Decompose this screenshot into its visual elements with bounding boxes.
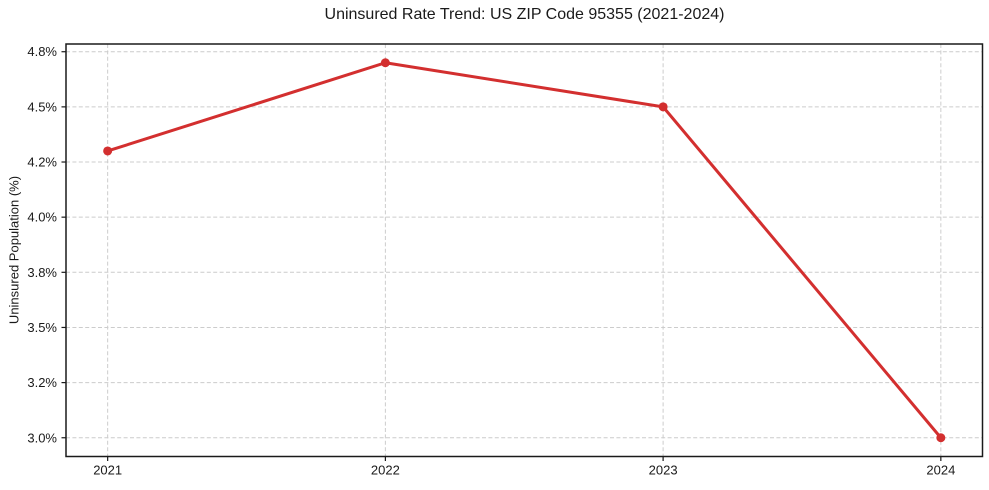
x-tick-label: 2023 bbox=[649, 463, 678, 478]
data-point bbox=[103, 146, 113, 156]
trend-line bbox=[106, 61, 943, 440]
data-point bbox=[380, 58, 390, 68]
plot-border bbox=[65, 43, 984, 458]
data-point bbox=[936, 433, 946, 443]
y-tick-label: 3.8% bbox=[27, 265, 57, 280]
data-point bbox=[658, 102, 668, 112]
y-tick-label: 4.0% bbox=[27, 210, 57, 225]
y-tick-label: 4.2% bbox=[27, 155, 57, 170]
chart-title: Uninsured Rate Trend: US ZIP Code 95355 … bbox=[324, 6, 725, 23]
y-tick-label: 3.0% bbox=[27, 430, 57, 445]
x-tick-label: 2024 bbox=[926, 463, 955, 478]
y-tick-label: 3.2% bbox=[27, 375, 57, 390]
y-tick-label: 3.5% bbox=[27, 320, 57, 335]
y-tick-label: 4.5% bbox=[27, 99, 57, 114]
x-tick-label: 2022 bbox=[371, 463, 400, 478]
y-tick-label: 4.8% bbox=[27, 44, 57, 59]
x-tick-label: 2021 bbox=[93, 463, 122, 478]
